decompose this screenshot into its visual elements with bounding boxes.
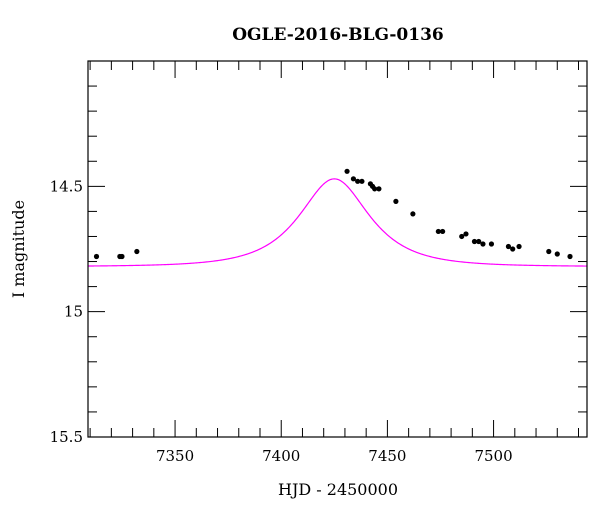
data-point xyxy=(516,243,522,250)
data-point xyxy=(567,253,573,260)
data-point xyxy=(372,186,378,192)
axis-ticks xyxy=(88,60,587,438)
data-point xyxy=(459,233,465,240)
data-point xyxy=(350,176,357,182)
data-point xyxy=(546,248,552,255)
data-point xyxy=(134,248,140,255)
y-axis-label: I magnitude xyxy=(9,200,28,298)
x-axis-label: HJD - 2450000 xyxy=(278,480,398,499)
model-curve xyxy=(87,178,587,267)
data-point xyxy=(410,211,416,217)
data-point xyxy=(440,228,446,235)
data-point xyxy=(344,168,350,174)
data-point xyxy=(488,241,495,247)
data-point xyxy=(471,238,478,245)
data-point xyxy=(510,246,516,252)
data-point xyxy=(476,238,482,245)
x-tick-label: 7350 xyxy=(156,447,194,465)
plot-frame xyxy=(87,60,588,438)
data-point xyxy=(505,243,512,250)
data-points xyxy=(93,168,573,260)
x-tick-label: 7450 xyxy=(368,447,406,465)
y-tick-label: 15.5 xyxy=(50,428,83,446)
x-tick-label: 7400 xyxy=(262,447,300,465)
chart-title: OGLE-2016-BLG-0136 xyxy=(232,25,444,45)
y-tick-label: 14.5 xyxy=(50,177,83,195)
data-point xyxy=(463,231,469,237)
data-point xyxy=(376,186,382,192)
data-point xyxy=(480,241,486,247)
data-point xyxy=(119,253,125,260)
data-point xyxy=(359,178,365,184)
x-tick-label: 7500 xyxy=(474,447,512,465)
data-point xyxy=(93,253,100,260)
data-point xyxy=(393,198,399,204)
data-point xyxy=(355,178,361,184)
y-tick-label: 15 xyxy=(64,303,83,321)
data-point xyxy=(554,251,560,257)
tick-labels: 7350 7400 7450 7500 14.5 15 15.5 xyxy=(50,177,513,465)
data-point xyxy=(435,228,441,235)
